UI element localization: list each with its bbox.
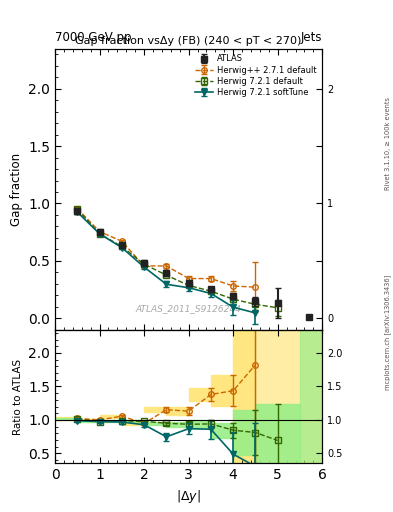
- Y-axis label: Gap fraction: Gap fraction: [9, 153, 23, 226]
- Y-axis label: Ratio to ATLAS: Ratio to ATLAS: [13, 358, 23, 435]
- Text: 7000 GeV pp: 7000 GeV pp: [55, 31, 132, 44]
- Text: Rivet 3.1.10, ≥ 100k events: Rivet 3.1.10, ≥ 100k events: [385, 97, 391, 190]
- X-axis label: |$\Delta y$|: |$\Delta y$|: [176, 488, 201, 505]
- Title: Gap fraction vsΔy (FB) (240 < pT < 270): Gap fraction vsΔy (FB) (240 < pT < 270): [75, 36, 302, 47]
- Text: mcplots.cern.ch [arXiv:1306.3436]: mcplots.cern.ch [arXiv:1306.3436]: [384, 275, 391, 391]
- Text: ATLAS_2011_S9126244: ATLAS_2011_S9126244: [136, 304, 242, 313]
- Text: Jets: Jets: [301, 31, 322, 44]
- Legend: ATLAS, Herwig++ 2.7.1 default, Herwig 7.2.1 default, Herwig 7.2.1 softTune: ATLAS, Herwig++ 2.7.1 default, Herwig 7.…: [193, 53, 318, 98]
